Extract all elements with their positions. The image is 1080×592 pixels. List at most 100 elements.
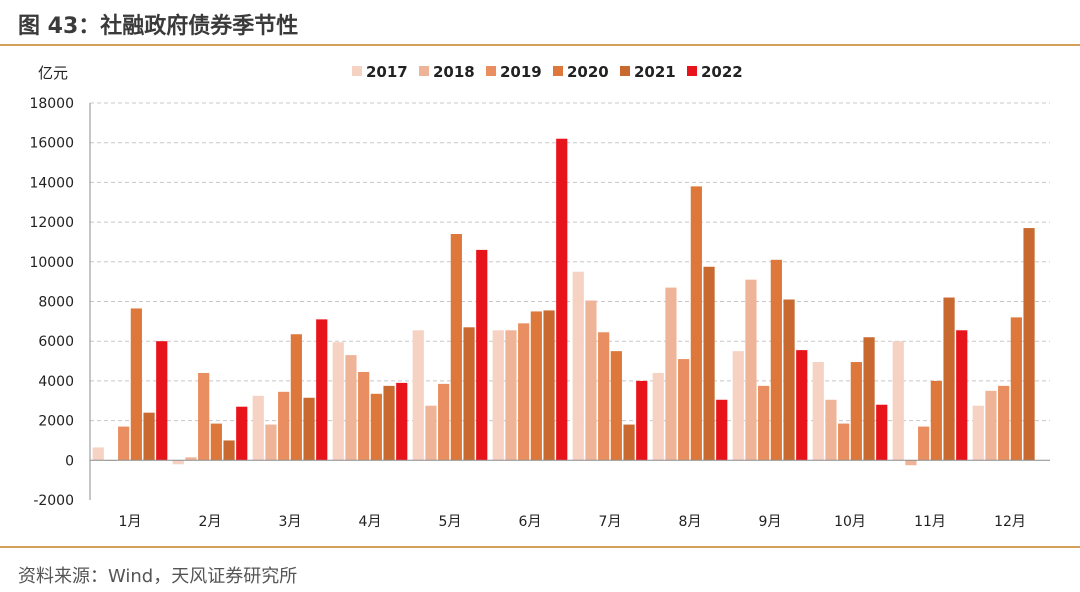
bar-2019-10 [838,423,850,461]
bar-2019-8 [678,359,690,461]
chart-legend: 2017 2018 2019 2020 2021 2022 [352,63,743,81]
legend-label-2020: 2020 [567,63,609,81]
bar-2020-1 [130,308,142,461]
bar-2017-1 [92,447,104,461]
bar-2017-4 [332,342,344,461]
bar-2021-2 [223,440,235,461]
bar-2019-9 [758,385,770,461]
bar-2020-3 [290,334,302,461]
bar-2018-7 [585,300,597,461]
x-tick-label: 6月 [519,514,542,530]
bar-2019-4 [358,371,370,461]
y-tick-label: -2000 [33,493,74,509]
x-tick-label: 10月 [834,514,866,530]
legend-label-2022: 2022 [701,63,743,81]
legend-label-2019: 2019 [500,63,542,81]
legend-swatch-2017 [352,66,362,76]
bar-2020-11 [930,380,942,461]
bar-2020-4 [370,393,382,461]
bar-2021-9 [783,299,795,461]
x-tick-label: 4月 [359,514,382,530]
legend-swatch-2020 [553,66,563,76]
bar-2022-6 [556,138,568,461]
bar-2021-5 [463,327,475,461]
bar-2018-8 [665,287,677,461]
x-tick-label: 9月 [759,514,782,530]
bar-2021-4 [383,385,395,461]
grid-lines [90,102,1050,422]
x-tick-label: 7月 [599,514,622,530]
legend-label-2021: 2021 [634,63,676,81]
bar-2017-2 [172,460,184,465]
bar-2021-3 [303,397,315,461]
y-tick-label: 4000 [38,374,74,390]
bar-2018-6 [505,330,517,461]
bar-2020-7 [610,351,622,461]
bar-2022-3 [316,319,328,461]
bar-2018-2 [185,457,197,461]
bar-2019-12 [998,385,1010,461]
bar-2017-3 [252,395,264,461]
bar-2021-11 [943,297,955,461]
bar-2020-5 [450,234,462,461]
bar-2021-6 [543,310,555,461]
bar-2017-9 [732,351,744,461]
legend-swatch-2021 [620,66,630,76]
legend-label-2018: 2018 [433,63,475,81]
bar-2019-6 [518,323,530,461]
bar-2021-12 [1023,228,1035,461]
bar-2022-5 [476,249,488,461]
bar-2022-2 [236,406,248,461]
y-tick-label: 10000 [29,255,74,271]
bar-2019-11 [918,426,930,461]
bar-2018-4 [345,355,357,461]
y-tick-labels: -2000 0 2000 4000 6000 8000 10000 12000 14000 160… [29,96,74,509]
y-tick-label: 14000 [29,175,74,191]
bar-2022-11 [956,330,968,461]
legend-label-2017: 2017 [366,63,408,81]
bar-2019-2 [198,372,210,461]
bar-2019-1 [118,426,130,461]
bar-2017-10 [812,362,824,461]
x-tick-label: 11月 [914,514,946,530]
bar-2022-4 [396,382,408,461]
bar-2022-10 [876,404,888,461]
bar-2020-2 [210,423,222,461]
bar-2022-7 [636,380,648,461]
bar-2021-10 [863,337,875,461]
bar-2018-3 [265,424,277,461]
y-tick-label: 16000 [29,136,74,152]
x-tick-label: 2月 [199,514,222,530]
bar-2018-11 [905,460,917,466]
title-divider [0,44,1080,46]
axes [89,103,1050,500]
footer-divider [0,546,1080,548]
bar-2020-9 [770,259,782,461]
y-tick-label: 6000 [38,334,74,350]
y-tick-label: 8000 [38,295,74,311]
y-tick-label: 0 [65,453,74,469]
source-note: 资料来源：Wind，天风证券研究所 [18,566,298,587]
bar-2019-3 [278,391,290,461]
x-tick-label: 8月 [679,514,702,530]
y-axis-unit: 亿元 [38,64,68,82]
x-tick-labels: 1月 2月 3月 4月 5月 6月 7月 8月 9月 10月 11月 12月 [119,514,1026,530]
bar-2017-12 [972,405,984,461]
bar-2022-1 [156,341,168,461]
bar-2022-9 [796,350,808,461]
x-tick-label: 5月 [439,514,462,530]
bar-2020-8 [690,186,702,461]
bar-2018-5 [425,405,437,461]
y-tick-label: 12000 [29,215,74,231]
x-tick-label: 1月 [119,514,142,530]
bar-2020-12 [1010,317,1022,461]
x-tick-label: 12月 [994,514,1026,530]
bar-2018-10 [825,399,837,461]
bar-2022-8 [716,399,728,461]
y-tick-label: 18000 [29,96,74,112]
bar-2017-8 [652,372,664,461]
chart-title: 图 43：社融政府债券季节性 [18,14,299,39]
x-tick-label: 3月 [279,514,302,530]
bar-2019-5 [438,383,450,461]
bar-2021-7 [623,424,635,461]
